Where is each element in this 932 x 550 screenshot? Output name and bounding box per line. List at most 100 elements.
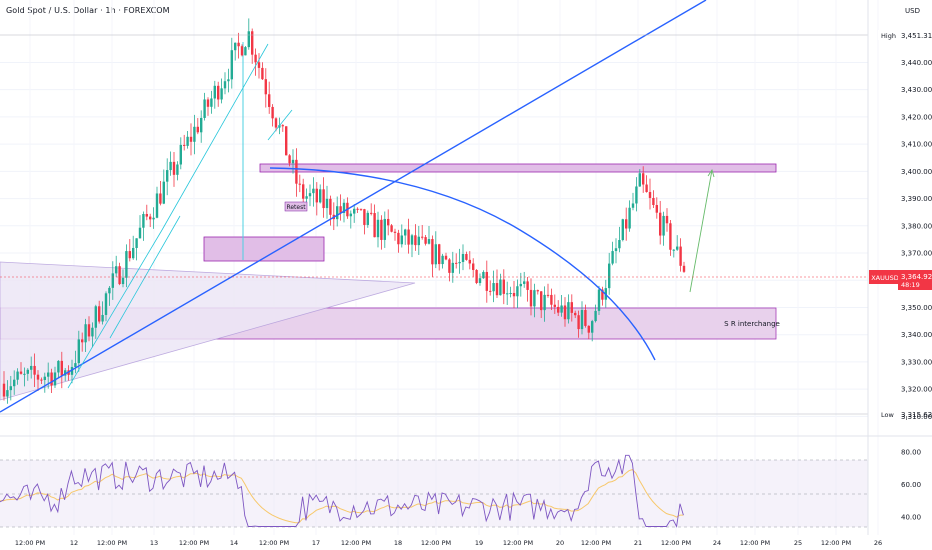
price-tick-label: 3,310.00 <box>901 413 932 421</box>
candle-body <box>298 183 301 185</box>
candle-body <box>196 126 199 133</box>
candle-body <box>431 239 434 265</box>
candle-body <box>601 289 604 300</box>
candle-body <box>288 155 291 164</box>
candle-body <box>427 239 431 244</box>
time-tick-label: 13 <box>150 539 158 547</box>
candle-body <box>652 197 655 206</box>
candle-body <box>655 205 658 213</box>
candle-body <box>128 251 131 259</box>
candle-body <box>342 202 346 213</box>
high-marker-box <box>878 30 898 40</box>
candle-body <box>577 315 580 330</box>
candle-body <box>529 289 533 307</box>
candle-body <box>91 327 94 337</box>
time-tick-label: 19 <box>475 539 483 547</box>
candle-body <box>322 189 325 209</box>
time-axis[interactable]: 12:00 PM 12 12:00 PM 13 12:00 PM 14 12:00 PM 17… <box>15 539 882 547</box>
candle-body <box>308 193 312 197</box>
candle-body <box>98 306 101 322</box>
candle-body <box>478 278 482 284</box>
candle-body <box>383 218 386 240</box>
candle-body <box>438 244 441 265</box>
candle-body <box>57 360 60 373</box>
high-marker-value: 3,451.31 <box>901 32 932 40</box>
candle-body <box>492 283 495 292</box>
candle-body <box>240 46 244 56</box>
time-tick-label: 12:00 PM <box>97 539 127 547</box>
candle-body <box>30 365 33 370</box>
candle-body <box>291 159 295 164</box>
ascending-trendline[interactable] <box>0 0 707 413</box>
candle-body <box>672 249 675 251</box>
candle-body <box>499 279 502 296</box>
candle-body <box>70 366 74 375</box>
candle-body <box>268 94 271 107</box>
candle-body <box>540 291 543 311</box>
candle-body <box>611 251 614 264</box>
candle-body <box>261 67 264 80</box>
candle-body <box>421 236 424 238</box>
candle-body <box>336 206 339 220</box>
currency-label[interactable]: USD <box>905 7 920 15</box>
price-axis[interactable]: 3,310.00 3,320.00 3,330.00 3,340.00 3,350.00… <box>901 59 932 521</box>
last-price-tag[interactable] <box>898 270 932 290</box>
candle-body <box>26 369 29 374</box>
time-tick-label: 18 <box>394 539 402 547</box>
retest-label-box <box>284 201 308 212</box>
rsi-tick-label: 80.00 <box>901 449 921 457</box>
candle-body <box>587 325 590 333</box>
candle-body <box>397 232 400 245</box>
candle-body <box>186 136 189 146</box>
countdown-text: 48:19 <box>901 281 920 289</box>
time-tick-label: 12:00 PM <box>503 539 533 547</box>
candle-body <box>2 383 6 397</box>
candle-body <box>254 54 257 63</box>
candle-body <box>169 161 172 171</box>
high-marker-label: High <box>881 32 896 40</box>
rsi-pane <box>0 454 868 528</box>
candle-body <box>237 42 240 47</box>
candle-body <box>482 271 485 279</box>
candle-body <box>642 173 645 185</box>
price-tick-label: 3,330.00 <box>901 358 932 366</box>
candle-body <box>376 219 380 238</box>
candle-body <box>390 225 393 232</box>
candle-body <box>448 259 451 273</box>
candle-body <box>302 184 305 199</box>
candle-body <box>370 212 373 214</box>
candle-body <box>142 214 145 228</box>
time-tick-label: 14 <box>230 539 238 547</box>
symbol-tag[interactable] <box>869 270 901 284</box>
candle-body <box>9 386 12 391</box>
candle-body <box>526 281 529 290</box>
candle-body <box>104 293 108 315</box>
candle-body <box>53 372 57 386</box>
candle-body <box>502 279 505 294</box>
time-tick-label: 12:00 PM <box>821 539 851 547</box>
descending-curve[interactable] <box>269 167 656 361</box>
candle-body <box>121 277 125 285</box>
rsi-line <box>0 454 684 528</box>
candle-body <box>159 193 162 204</box>
candle-body <box>676 246 679 250</box>
candle-body <box>366 212 369 225</box>
candle-body <box>387 218 390 226</box>
price-tick-label: 3,320.00 <box>901 386 932 394</box>
time-tick-label: 12:00 PM <box>15 539 45 547</box>
cyan-rally-line-3 <box>161 43 269 231</box>
candle-body <box>638 173 641 187</box>
candle-body <box>101 314 104 322</box>
candle-body <box>349 213 352 217</box>
candle-body <box>465 254 468 260</box>
time-tick-label: 25 <box>794 539 802 547</box>
retest-label: Retest <box>286 204 306 211</box>
candle-body <box>84 324 87 343</box>
candle-body <box>441 255 444 265</box>
time-tick-label: 12:00 PM <box>421 539 451 547</box>
candle-body <box>516 286 519 297</box>
candle-body <box>451 262 454 273</box>
candle-body <box>455 262 458 264</box>
